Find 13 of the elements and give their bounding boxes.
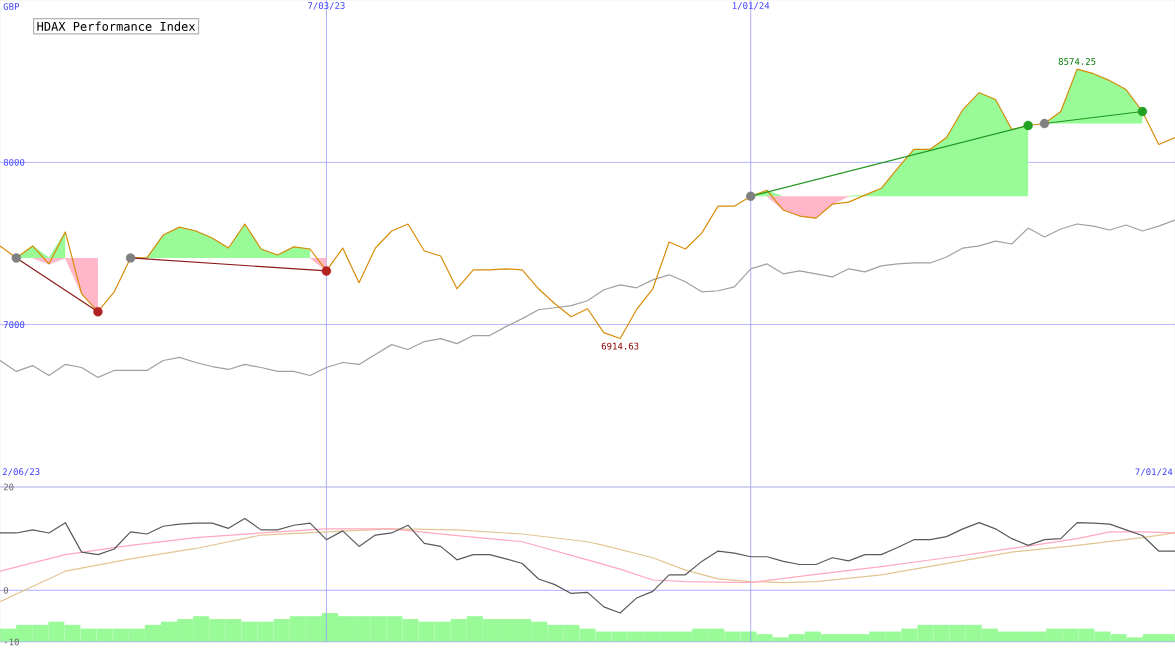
annotation: 8574.25 (1058, 58, 1096, 65)
y-tick-label: 20 (3, 483, 14, 491)
annotation: 2/06/23 (2, 468, 40, 476)
y-tick-label: -10 (4, 638, 19, 646)
y-tick-label: 7000 (3, 321, 25, 329)
x-tick-label: 7/03/23 (308, 2, 345, 10)
text: HDAX Performance Index (37, 21, 196, 31)
annotation: 6914.63 (601, 342, 639, 350)
y-tick-label: 8000 (3, 158, 25, 166)
annotation: 7/01/24 (1135, 468, 1173, 476)
x-tick-label: 1/01/24 (732, 2, 770, 10)
y-axis-title: GBP (3, 3, 20, 10)
y-tick-label: 0 (3, 586, 9, 594)
